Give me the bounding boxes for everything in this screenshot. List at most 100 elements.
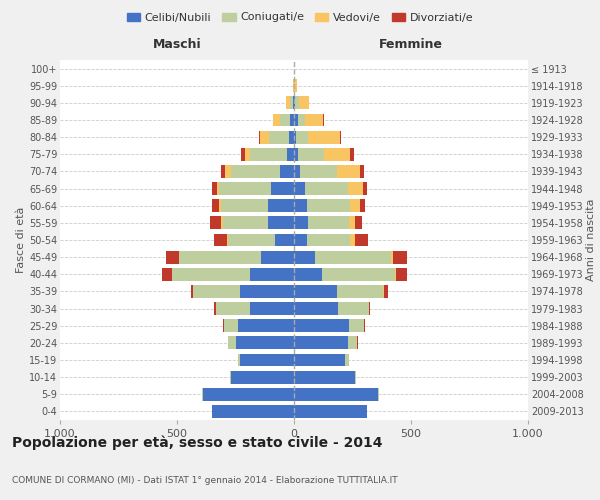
Bar bbox=[394, 250, 407, 264]
Bar bbox=[294, 130, 296, 143]
Bar bbox=[215, 302, 250, 315]
Bar bbox=[212, 182, 217, 195]
Bar bbox=[217, 182, 219, 195]
Bar bbox=[359, 200, 365, 212]
Bar bbox=[280, 165, 294, 178]
Bar bbox=[172, 268, 250, 280]
Bar bbox=[294, 114, 298, 126]
Bar bbox=[348, 336, 357, 349]
Bar bbox=[350, 148, 353, 160]
Bar bbox=[355, 216, 362, 230]
Bar bbox=[290, 96, 293, 110]
Bar bbox=[193, 285, 240, 298]
Bar bbox=[294, 250, 315, 264]
Bar bbox=[179, 250, 261, 264]
Bar bbox=[391, 250, 394, 264]
Bar bbox=[308, 216, 349, 230]
Bar bbox=[250, 268, 294, 280]
Bar bbox=[290, 114, 294, 126]
Text: Popolazione per età, sesso e stato civile - 2014: Popolazione per età, sesso e stato civil… bbox=[12, 436, 383, 450]
Bar bbox=[363, 182, 367, 195]
Bar bbox=[287, 148, 294, 160]
Bar bbox=[384, 285, 388, 298]
Bar bbox=[294, 96, 295, 110]
Bar bbox=[210, 216, 221, 230]
Bar bbox=[295, 96, 299, 110]
Bar bbox=[224, 320, 238, 332]
Bar bbox=[294, 200, 307, 212]
Bar bbox=[294, 234, 307, 246]
Bar bbox=[294, 388, 378, 400]
Bar bbox=[212, 200, 219, 212]
Bar bbox=[166, 250, 179, 264]
Bar bbox=[294, 320, 349, 332]
Bar bbox=[229, 234, 275, 246]
Text: Femmine: Femmine bbox=[379, 38, 443, 52]
Bar bbox=[240, 285, 294, 298]
Bar bbox=[229, 336, 235, 349]
Bar bbox=[378, 388, 379, 400]
Bar bbox=[250, 148, 287, 160]
Bar bbox=[238, 320, 294, 332]
Bar bbox=[325, 148, 350, 160]
Bar bbox=[294, 302, 338, 315]
Bar bbox=[214, 302, 215, 315]
Bar bbox=[294, 405, 367, 418]
Bar bbox=[307, 234, 350, 246]
Bar bbox=[219, 200, 221, 212]
Bar bbox=[268, 216, 294, 230]
Bar bbox=[227, 234, 229, 246]
Bar bbox=[191, 285, 193, 298]
Y-axis label: Anni di nascita: Anni di nascita bbox=[586, 198, 596, 281]
Bar bbox=[322, 268, 395, 280]
Bar bbox=[307, 200, 350, 212]
Bar bbox=[338, 302, 369, 315]
Text: COMUNE DI CORMANO (MI) - Dati ISTAT 1° gennaio 2014 - Elaborazione TUTTITALIA.IT: COMUNE DI CORMANO (MI) - Dati ISTAT 1° g… bbox=[12, 476, 398, 485]
Bar bbox=[305, 114, 323, 126]
Bar bbox=[315, 250, 391, 264]
Bar bbox=[294, 354, 346, 366]
Bar bbox=[349, 320, 364, 332]
Bar bbox=[273, 114, 280, 126]
Bar bbox=[202, 388, 203, 400]
Bar bbox=[294, 336, 348, 349]
Bar bbox=[395, 268, 396, 280]
Legend: Celibi/Nubili, Coniugati/e, Vedovi/e, Divorziati/e: Celibi/Nubili, Coniugati/e, Vedovi/e, Di… bbox=[122, 8, 478, 27]
Bar bbox=[221, 165, 225, 178]
Bar bbox=[230, 370, 231, 384]
Bar bbox=[349, 216, 355, 230]
Bar bbox=[268, 200, 294, 212]
Bar bbox=[296, 130, 308, 143]
Bar bbox=[162, 268, 172, 280]
Bar bbox=[323, 114, 325, 126]
Bar bbox=[238, 354, 240, 366]
Bar bbox=[355, 234, 368, 246]
Bar bbox=[223, 320, 224, 332]
Bar bbox=[305, 182, 348, 195]
Bar bbox=[294, 216, 308, 230]
Bar bbox=[203, 388, 294, 400]
Bar bbox=[219, 182, 271, 195]
Bar bbox=[235, 336, 294, 349]
Bar bbox=[294, 268, 322, 280]
Bar bbox=[350, 200, 359, 212]
Bar bbox=[383, 285, 384, 298]
Bar bbox=[280, 114, 290, 126]
Bar bbox=[308, 130, 340, 143]
Bar bbox=[396, 268, 407, 280]
Bar bbox=[261, 250, 294, 264]
Bar bbox=[223, 216, 268, 230]
Y-axis label: Fasce di età: Fasce di età bbox=[16, 207, 26, 273]
Bar bbox=[289, 130, 294, 143]
Bar bbox=[241, 148, 245, 160]
Bar bbox=[212, 405, 294, 418]
Bar bbox=[298, 114, 305, 126]
Bar bbox=[337, 285, 383, 298]
Text: Maschi: Maschi bbox=[152, 38, 202, 52]
Bar bbox=[250, 302, 294, 315]
Bar bbox=[269, 130, 289, 143]
Bar bbox=[231, 370, 294, 384]
Bar bbox=[293, 96, 294, 110]
Bar bbox=[240, 354, 294, 366]
Bar bbox=[364, 320, 365, 332]
